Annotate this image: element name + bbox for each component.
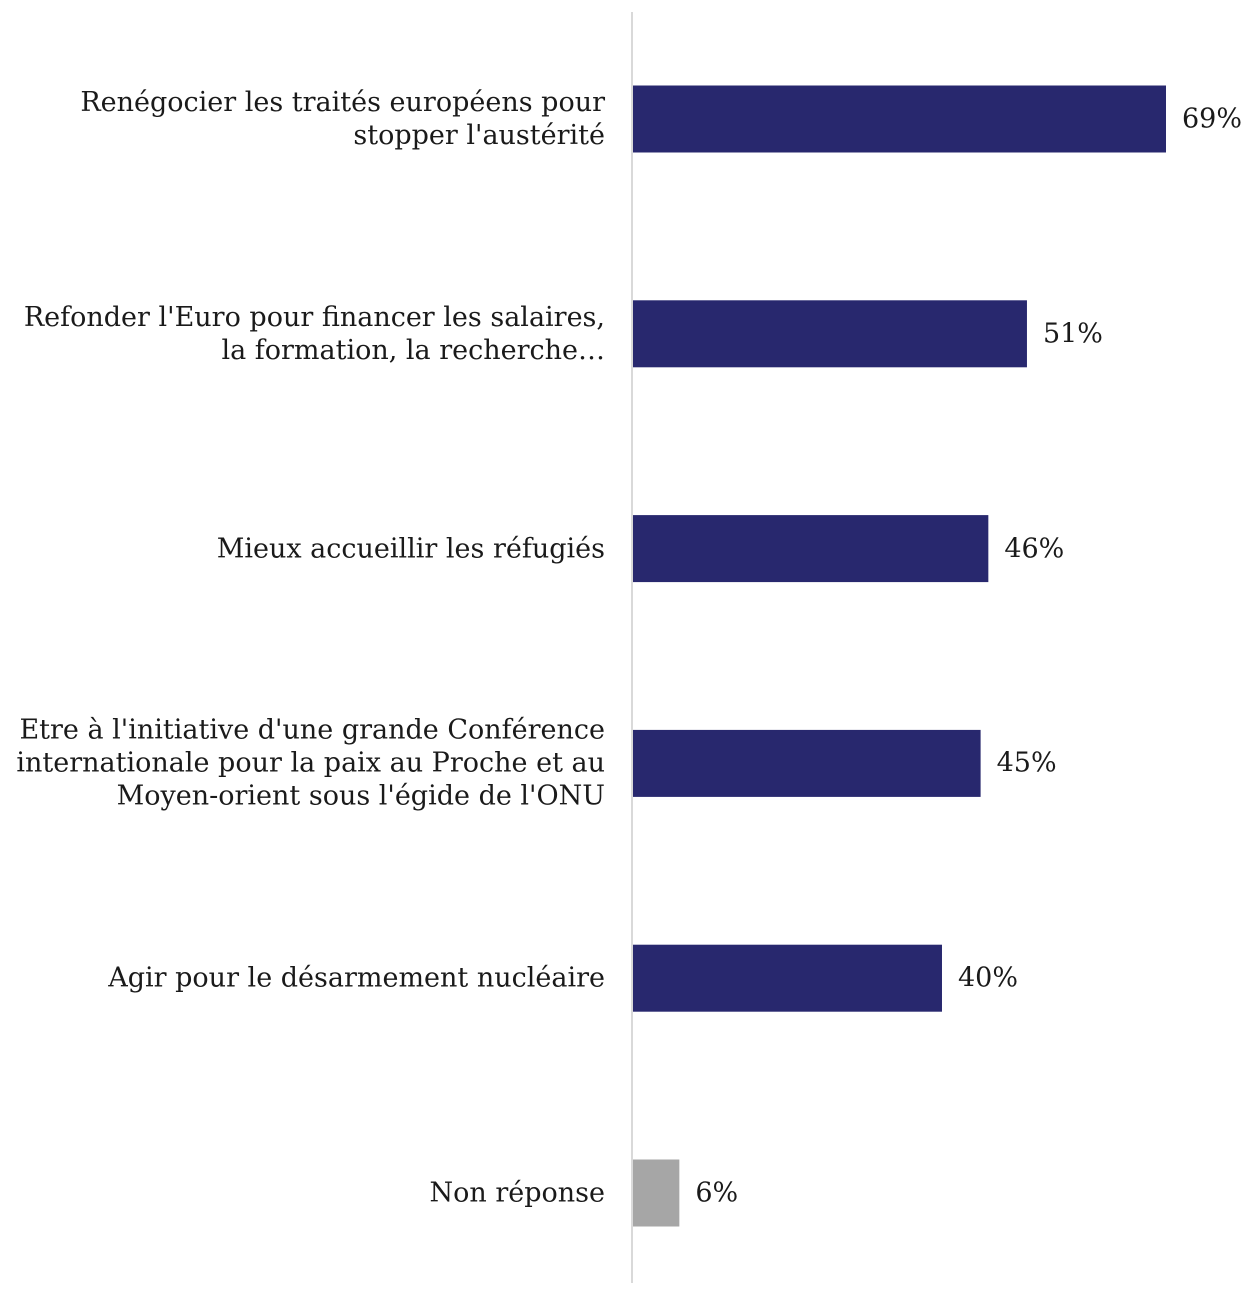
- bar-4: [633, 944, 942, 1012]
- bar-5: [633, 1159, 680, 1227]
- value-label-0: 69%: [1182, 103, 1243, 135]
- category-label-3: Etre à l'initiative d'une grande Confére…: [16, 714, 605, 812]
- bar-0: [633, 85, 1166, 153]
- category-label-4: Agir pour le désarmement nucléaire: [108, 962, 605, 994]
- bar-2: [633, 515, 989, 583]
- bar-3: [633, 729, 981, 797]
- value-label-1: 51%: [1042, 318, 1103, 350]
- value-label-2: 46%: [1004, 533, 1065, 565]
- value-label-5: 6%: [695, 1177, 739, 1209]
- value-label-3: 45%: [996, 747, 1057, 779]
- category-label-5: Non réponse: [429, 1177, 606, 1209]
- value-label-4: 40%: [957, 962, 1018, 994]
- category-label-0: Renégocier les traités européens pour st…: [80, 87, 605, 151]
- category-label-1: Refonder l'Euro pour financer les salair…: [23, 301, 605, 366]
- bar-1: [633, 300, 1027, 368]
- category-label-2: Mieux accueillir les réfugiés: [216, 533, 605, 565]
